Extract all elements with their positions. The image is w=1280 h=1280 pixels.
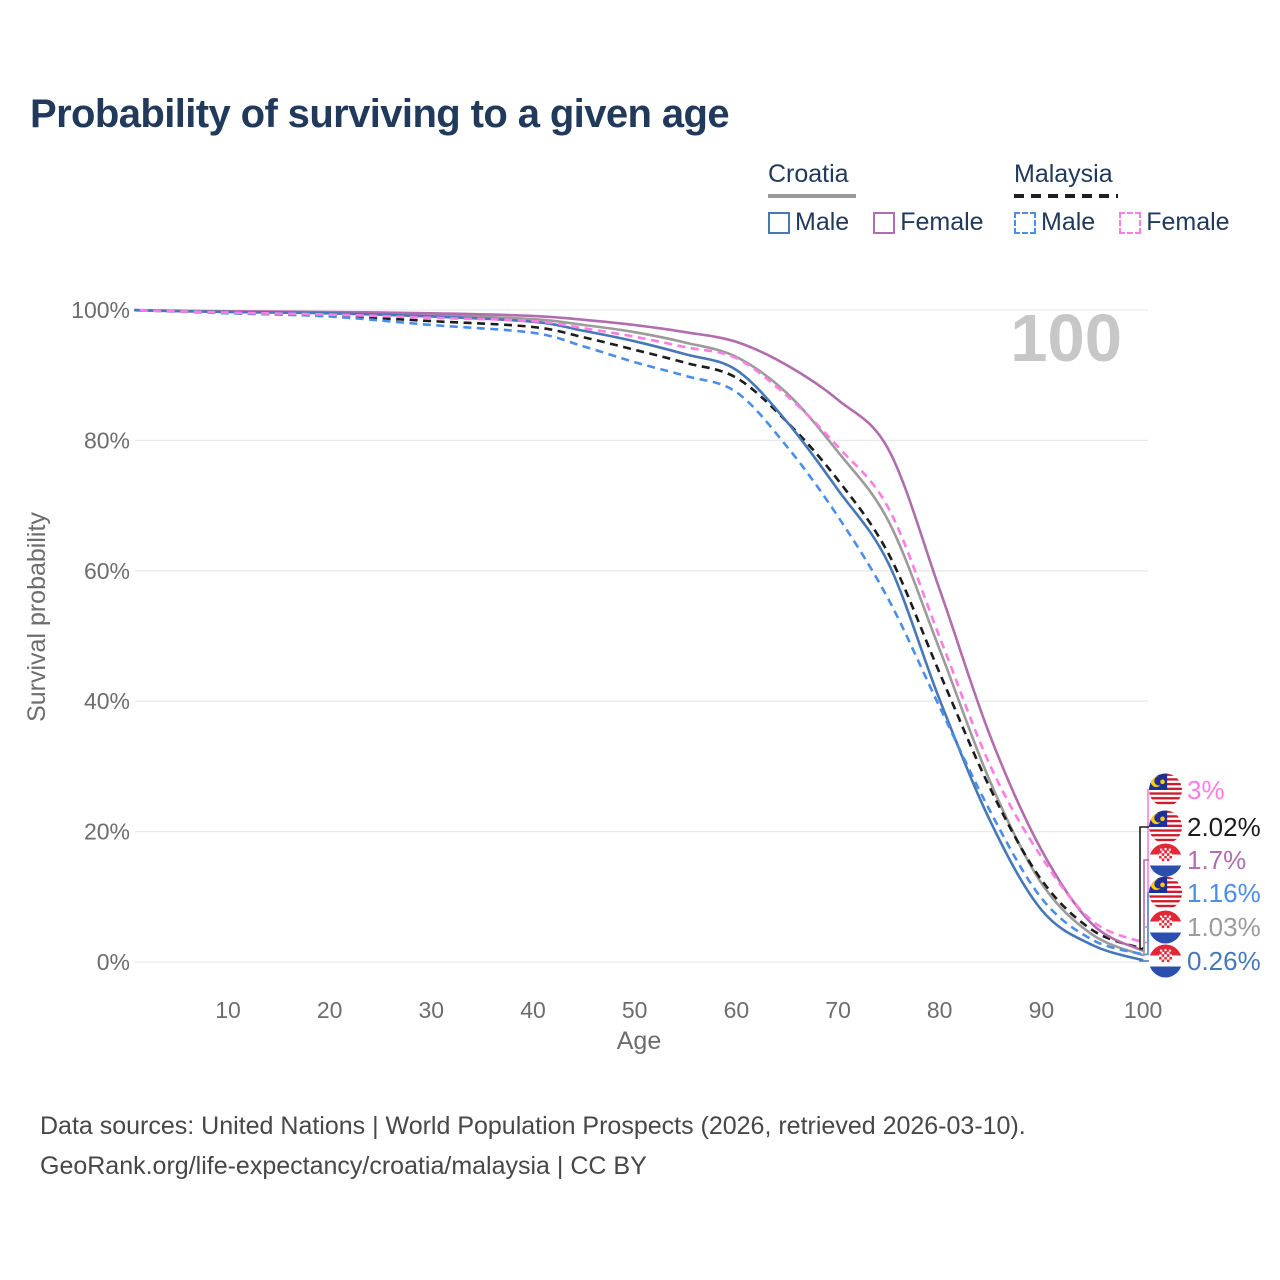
y-tick-label: 0% — [97, 949, 130, 975]
croatia-male-swatch — [768, 211, 790, 234]
attribution-line: GeoRank.org/life-expectancy/croatia/mala… — [40, 1152, 647, 1180]
x-tick-label: 90 — [1029, 997, 1055, 1023]
croatia-flag-icon — [1149, 910, 1182, 944]
malaysia-flag-icon — [1149, 876, 1182, 910]
x-tick-label: 80 — [927, 997, 953, 1023]
end-label-croatia-male: 0.26% — [1187, 946, 1261, 976]
legend-group-croatia: Croatia Male Female — [768, 160, 1008, 237]
y-tick-label: 100% — [71, 297, 130, 323]
chart-title: Probability of surviving to a given age — [30, 92, 730, 136]
series-line-croatia-female — [134, 308, 1144, 953]
x-tick-label: 100 — [1124, 997, 1162, 1023]
y-tick-label: 20% — [84, 819, 130, 845]
legend-item-croatia-female[interactable]: Female — [873, 208, 984, 237]
y-axis-title: Survival probability — [23, 512, 51, 722]
y-tick-label: 40% — [84, 688, 130, 714]
x-tick-label: 50 — [622, 997, 648, 1023]
end-label-connector-croatia-all — [1143, 926, 1150, 957]
series-line-malaysia-female — [134, 308, 1144, 944]
watermark-100: 100 — [1010, 301, 1122, 376]
end-label-malaysia-female: 3% — [1187, 775, 1225, 805]
malaysia-flag-icon — [1149, 810, 1182, 844]
legend-group-malaysia: Malaysia Male Female — [1014, 160, 1254, 237]
x-axis-title: Age — [617, 1027, 661, 1055]
legend-label-malaysia-male: Male — [1041, 208, 1096, 236]
legend-item-malaysia-female[interactable]: Female — [1119, 208, 1230, 237]
x-tick-label: 10 — [215, 997, 241, 1023]
croatia-female-swatch — [873, 211, 896, 234]
series-line-malaysia-male — [134, 308, 1144, 956]
legend-label-croatia-female: Female — [900, 208, 984, 236]
end-label-malaysia-male: 1.16% — [1187, 878, 1261, 908]
series-line-croatia-all — [134, 308, 1144, 957]
croatia-flag-icon — [1149, 843, 1182, 877]
y-tick-label: 80% — [84, 427, 130, 453]
legend-label-malaysia-female: Female — [1146, 208, 1230, 236]
malaysia-female-swatch — [1119, 211, 1142, 234]
legend: Croatia Male Female Malaysia Male — [0, 160, 1280, 250]
y-tick-label: 60% — [84, 558, 130, 584]
croatia-solid-line-swatch — [768, 194, 856, 198]
series-line-malaysia-all — [134, 308, 1144, 951]
x-tick-label: 20 — [317, 997, 343, 1023]
x-tick-label: 30 — [419, 997, 445, 1023]
end-label-connector-malaysia-all — [1139, 826, 1150, 950]
x-tick-label: 40 — [520, 997, 546, 1023]
legend-group-malaysia-label: Malaysia — [1014, 160, 1113, 188]
data-sources-line: Data sources: United Nations | World Pop… — [40, 1112, 1026, 1140]
legend-group-croatia-label: Croatia — [768, 160, 849, 188]
footer: Data sources: United Nations | World Pop… — [40, 1106, 1026, 1186]
end-label-croatia-all: 1.03% — [1187, 912, 1261, 942]
x-tick-label: 60 — [724, 997, 750, 1023]
croatia-flag-icon — [1149, 944, 1182, 978]
malaysia-flag-icon — [1149, 773, 1182, 807]
legend-item-malaysia-male[interactable]: Male — [1014, 208, 1095, 237]
malaysia-dashed-line-swatch — [1014, 194, 1118, 198]
end-label-croatia-female: 1.7% — [1187, 845, 1246, 875]
x-tick-label: 70 — [825, 997, 851, 1023]
legend-label-croatia-male: Male — [795, 208, 850, 236]
malaysia-male-swatch — [1014, 211, 1036, 234]
legend-item-croatia-male[interactable]: Male — [768, 208, 849, 237]
end-label-connector-croatia-male — [1139, 959, 1150, 962]
end-label-malaysia-all: 2.02% — [1187, 812, 1261, 842]
series-line-croatia-male — [134, 308, 1144, 962]
